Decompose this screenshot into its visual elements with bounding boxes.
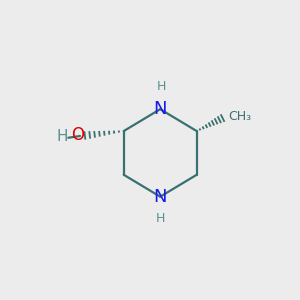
Text: H: H (57, 129, 68, 144)
Text: N: N (154, 100, 167, 118)
Text: H: H (157, 80, 166, 93)
Text: O: O (71, 126, 84, 144)
Text: CH₃: CH₃ (228, 110, 251, 123)
Text: N: N (154, 188, 167, 206)
Text: H: H (155, 212, 165, 225)
